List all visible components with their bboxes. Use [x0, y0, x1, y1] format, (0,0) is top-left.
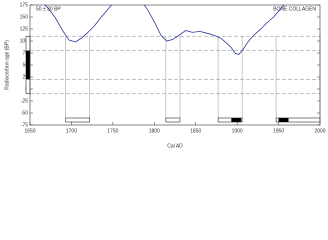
- y-tick-label: -50: [21, 110, 28, 116]
- range-1sigma: [278, 118, 289, 122]
- plot-frame: [29, 4, 321, 126]
- x-tick-label: 1650: [24, 128, 35, 134]
- range-1sigma: [231, 118, 242, 122]
- y-tick-label: 125: [20, 26, 29, 32]
- y-tick-label: 150: [20, 14, 29, 20]
- y-tick-label: 75: [22, 50, 28, 56]
- x-tick-label: 1800: [149, 128, 160, 134]
- y-axis-label: Radiocarbon age (BP): [4, 40, 10, 90]
- x-tick-label: 2000: [314, 128, 325, 134]
- y-tick-label: 50: [22, 62, 28, 68]
- range-2sigma: [165, 117, 181, 123]
- x-tick-label: 1850: [190, 128, 201, 134]
- x-tick-label: 1750: [107, 128, 118, 134]
- x-tick-label: 1950: [273, 128, 284, 134]
- x-tick-label: 1700: [66, 128, 77, 134]
- sample-1sigma: [26, 50, 30, 80]
- y-tick-label: -25: [21, 98, 28, 104]
- material-label: BONE COLLAGEN: [273, 6, 316, 12]
- x-axis-label: Cal AD: [167, 143, 183, 149]
- y-tick-label: -75: [21, 122, 28, 128]
- chart: 50 ± 30 BP BONE COLLAGEN Cal AD Radiocar…: [4, 2, 325, 149]
- y-tick-label: 25: [22, 74, 28, 80]
- y-tick-label: 175: [20, 2, 29, 8]
- x-tick-label: 1900: [232, 128, 243, 134]
- calibration-curve: [43, 5, 285, 55]
- y-tick-label: 100: [20, 38, 29, 44]
- range-2sigma: [217, 117, 243, 123]
- range-2sigma: [65, 117, 90, 123]
